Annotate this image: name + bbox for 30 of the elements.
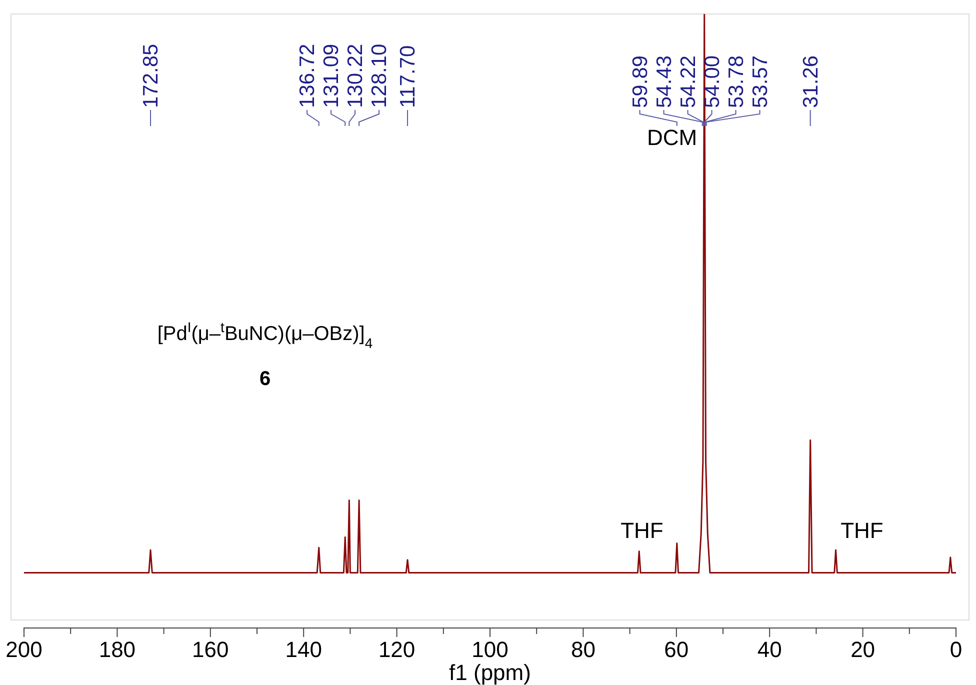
annotation: 54.00 <box>700 55 724 108</box>
x-tick-label: 60 <box>664 636 689 662</box>
x-tick-label: 80 <box>570 636 596 662</box>
annotation: DCM <box>646 125 698 150</box>
annotation: 54.22 <box>676 55 700 108</box>
annotation: 59.89 <box>628 55 652 108</box>
annotation: [Pd$^{I}$(μ–$^{t}$BuNC)(μ–OBz)]$_{4}$ <box>157 319 373 351</box>
annotation: 54.43 <box>652 55 676 108</box>
x-tick-label: 180 <box>98 636 136 662</box>
annotation: 128.10 <box>368 44 392 108</box>
annotation: 53.57 <box>748 55 772 108</box>
x-tick-label: 20 <box>850 636 876 662</box>
annotation: 131.09 <box>320 44 344 108</box>
annotation: 6 <box>259 368 271 390</box>
x-tick-label: 100 <box>472 636 508 662</box>
x-tick-label: 40 <box>757 636 782 662</box>
annotation: 130.22 <box>344 44 368 108</box>
x-tick-label: 160 <box>192 636 229 662</box>
x-tick-label: 140 <box>285 636 322 662</box>
annotation: 31.26 <box>799 55 822 108</box>
x-axis-title: f1 (ppm) <box>449 660 531 685</box>
annotation: 172.85 <box>140 44 163 108</box>
annotation: 117.70 <box>396 45 420 108</box>
annotation: 136.72 <box>296 44 320 108</box>
x-tick-label: 0 <box>950 636 962 662</box>
annotation: THF <box>620 518 664 543</box>
annotation: THF <box>840 518 884 543</box>
x-tick-label: 120 <box>378 636 416 662</box>
annotation: 53.78 <box>724 55 748 108</box>
x-tick-label: 200 <box>6 636 42 662</box>
